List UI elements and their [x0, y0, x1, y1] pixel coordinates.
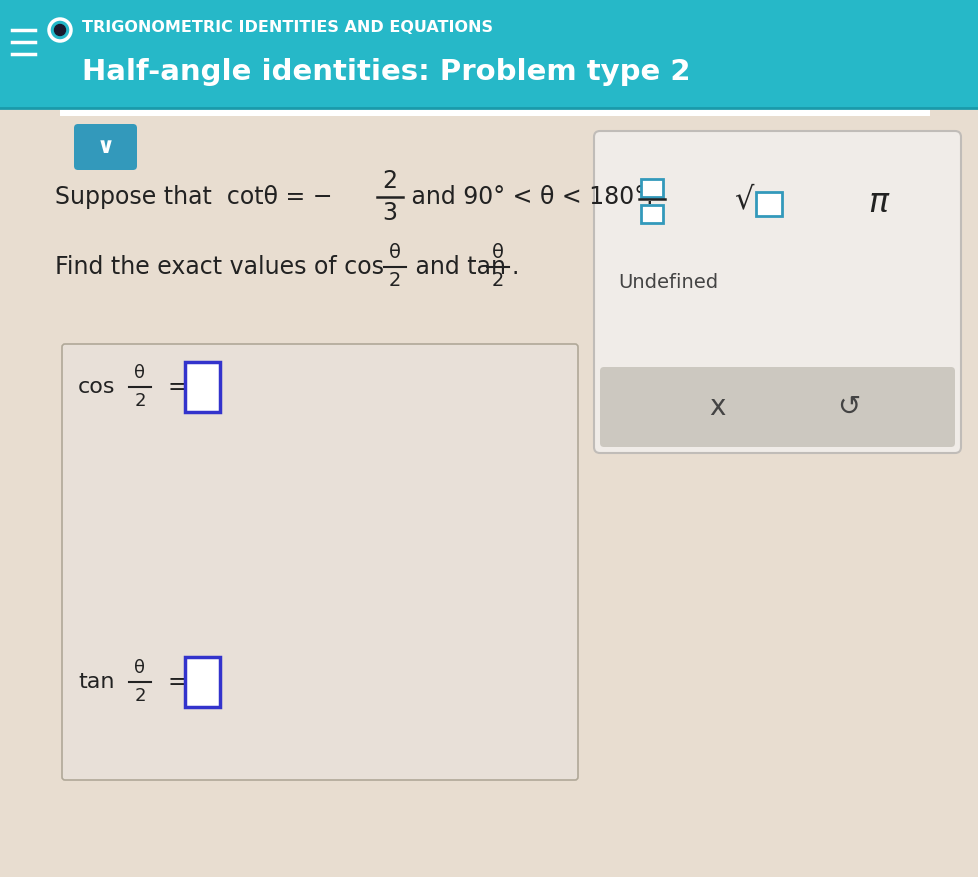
FancyBboxPatch shape — [74, 124, 137, 170]
Text: ↺: ↺ — [836, 393, 860, 421]
Text: cos: cos — [77, 377, 114, 397]
Text: π: π — [867, 186, 887, 218]
Text: tan: tan — [78, 672, 114, 692]
Text: 2: 2 — [134, 687, 146, 705]
FancyBboxPatch shape — [0, 0, 978, 108]
Text: Suppose that  cotθ = −: Suppose that cotθ = − — [55, 185, 333, 209]
Text: θ: θ — [388, 244, 401, 262]
Text: =: = — [168, 375, 188, 399]
Text: 2: 2 — [134, 392, 146, 410]
Text: θ: θ — [134, 364, 146, 382]
Bar — [641, 179, 662, 197]
FancyBboxPatch shape — [0, 108, 978, 877]
Text: Undefined: Undefined — [617, 273, 718, 291]
Bar — [755, 192, 781, 216]
Text: θ: θ — [134, 659, 146, 677]
Text: and tan: and tan — [408, 255, 506, 279]
Bar — [185, 657, 220, 707]
Text: ∨: ∨ — [97, 137, 114, 157]
Text: Find the exact values of cos: Find the exact values of cos — [55, 255, 383, 279]
Text: θ: θ — [492, 244, 504, 262]
Text: and 90° < θ < 180°.: and 90° < θ < 180°. — [404, 185, 653, 209]
Bar — [185, 362, 220, 412]
Text: 2: 2 — [388, 272, 401, 290]
FancyBboxPatch shape — [594, 131, 960, 453]
Text: TRIGONOMETRIC IDENTITIES AND EQUATIONS: TRIGONOMETRIC IDENTITIES AND EQUATIONS — [82, 20, 493, 35]
FancyBboxPatch shape — [60, 108, 929, 116]
Circle shape — [55, 25, 66, 35]
Text: 3: 3 — [382, 201, 397, 225]
Text: 2: 2 — [382, 169, 397, 193]
FancyBboxPatch shape — [62, 344, 577, 780]
Text: x: x — [708, 393, 725, 421]
Text: Half-angle identities: Problem type 2: Half-angle identities: Problem type 2 — [82, 58, 689, 86]
Text: .: . — [511, 255, 519, 279]
Text: 2: 2 — [491, 272, 504, 290]
FancyBboxPatch shape — [600, 367, 954, 447]
Bar — [641, 205, 662, 223]
Text: =: = — [168, 670, 188, 694]
Text: √: √ — [734, 186, 753, 215]
